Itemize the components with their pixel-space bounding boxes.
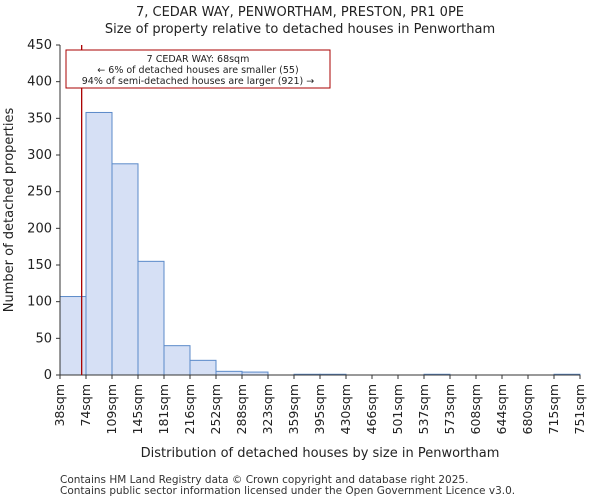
y-tick-label: 0 [44,368,52,383]
annotation-box [65,49,331,89]
x-tick-label: 252sqm [208,384,223,434]
histogram-bar [189,359,217,376]
x-tick-label: 323sqm [260,384,275,434]
x-tick-label: 644sqm [494,384,509,434]
x-tick-label: 145sqm [130,384,145,434]
x-tick-label: 501sqm [390,384,405,434]
x-tick-label: 38sqm [52,384,67,427]
x-tick-label: 359sqm [286,384,301,434]
annotation-line: 94% of semi-detached houses are larger (… [82,76,315,87]
annotation-line: 7 CEDAR WAY: 68sqm [147,54,250,65]
x-axis-title: Distribution of detached houses by size … [141,446,500,461]
y-tick-label: 150 [27,258,52,273]
y-tick-label: 250 [27,185,52,200]
y-tick-label: 50 [35,331,52,346]
x-tick-label: 109sqm [104,384,119,434]
x-tick-label: 181sqm [156,384,171,434]
y-tick-label: 200 [27,221,52,236]
chart-subtitle: Size of property relative to detached ho… [104,22,496,37]
y-tick-label: 450 [27,38,52,53]
histogram-bar [215,370,243,376]
y-tick-label: 300 [27,148,52,163]
x-tick-label: 715sqm [546,384,561,434]
x-tick-label: 608sqm [468,384,483,434]
chart-title: 7, CEDAR WAY, PENWORTHAM, PRESTON, PR1 0… [135,5,465,20]
y-tick-label: 100 [27,295,52,310]
x-tick-label: 216sqm [182,384,197,434]
y-tick-label: 400 [27,75,52,90]
x-tick-label: 466sqm [364,384,379,434]
x-tick-label: 395sqm [312,384,327,434]
x-tick-label: 288sqm [234,384,249,434]
histogram-bar [111,163,139,376]
histogram-bar [137,260,165,376]
y-tick-label: 350 [27,111,52,126]
x-tick-label: 751sqm [572,384,587,434]
annotation-line: ← 6% of detached houses are smaller (55) [97,65,298,76]
y-axis-title: Number of detached properties [2,108,17,313]
x-tick-label: 537sqm [416,384,431,434]
x-tick-label: 74sqm [78,384,93,427]
histogram-bar [163,345,191,376]
x-tick-label: 573sqm [442,384,457,434]
footer-licence: Contains public sector information licen… [60,485,516,497]
footer-copyright: Contains HM Land Registry data © Crown c… [60,474,469,486]
x-tick-label: 680sqm [520,384,535,434]
histogram-bar [85,111,113,376]
x-tick-label: 430sqm [338,384,353,434]
